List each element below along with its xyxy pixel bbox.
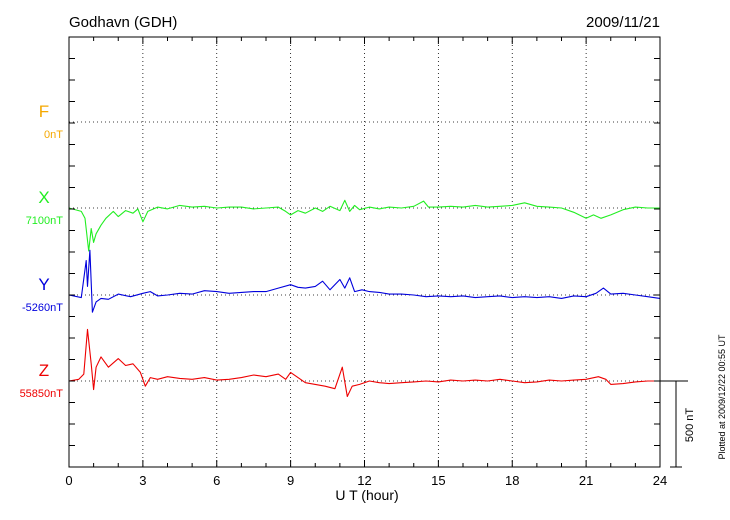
x-tick-label-1: 3 [139,473,146,488]
x-tick-label-0: 0 [65,473,72,488]
scale-bar: 500 nT [660,380,696,468]
series-line-z [68,328,660,398]
series-line-y [68,249,661,313]
x-tick-label-2: 6 [213,473,220,488]
x-tick-label-3: 9 [287,473,294,488]
chart-title: Godhavn (GDH) [69,14,177,31]
x-tick-label-7: 21 [579,473,593,488]
plotted-note: Plotted at 2009/12/22 00:55 UT [717,334,727,460]
x-axis-label: U T (hour) [335,487,398,503]
grid-lines [69,37,660,467]
series-name-f: F [39,102,49,121]
x-tick-labels: 0 3 6 9 12 15 18 21 24 [65,473,667,488]
x-tick-label-5: 15 [431,473,445,488]
series-baseline-z: 55850nT [20,388,64,400]
x-tick-label-8: 24 [653,473,667,488]
series-line-x [68,199,660,252]
chart-date: 2009/11/21 [586,14,660,31]
series-name-x: X [38,188,49,207]
series-traces [68,199,661,398]
axis-ticks [68,37,661,467]
scale-bar-label: 500 nT [684,408,696,443]
x-tick-label-4: 12 [357,473,371,488]
series-baseline-x: 7100nT [26,215,64,227]
series-name-y: Y [38,275,49,294]
x-tick-label-6: 18 [505,473,519,488]
series-baseline-y: -5260nT [22,302,63,314]
series-baseline-f: 0nT [44,129,63,141]
series-labels: F 0nT X 7100nT Y -5260nT Z 55850nT [20,102,64,400]
series-name-z: Z [39,361,49,380]
